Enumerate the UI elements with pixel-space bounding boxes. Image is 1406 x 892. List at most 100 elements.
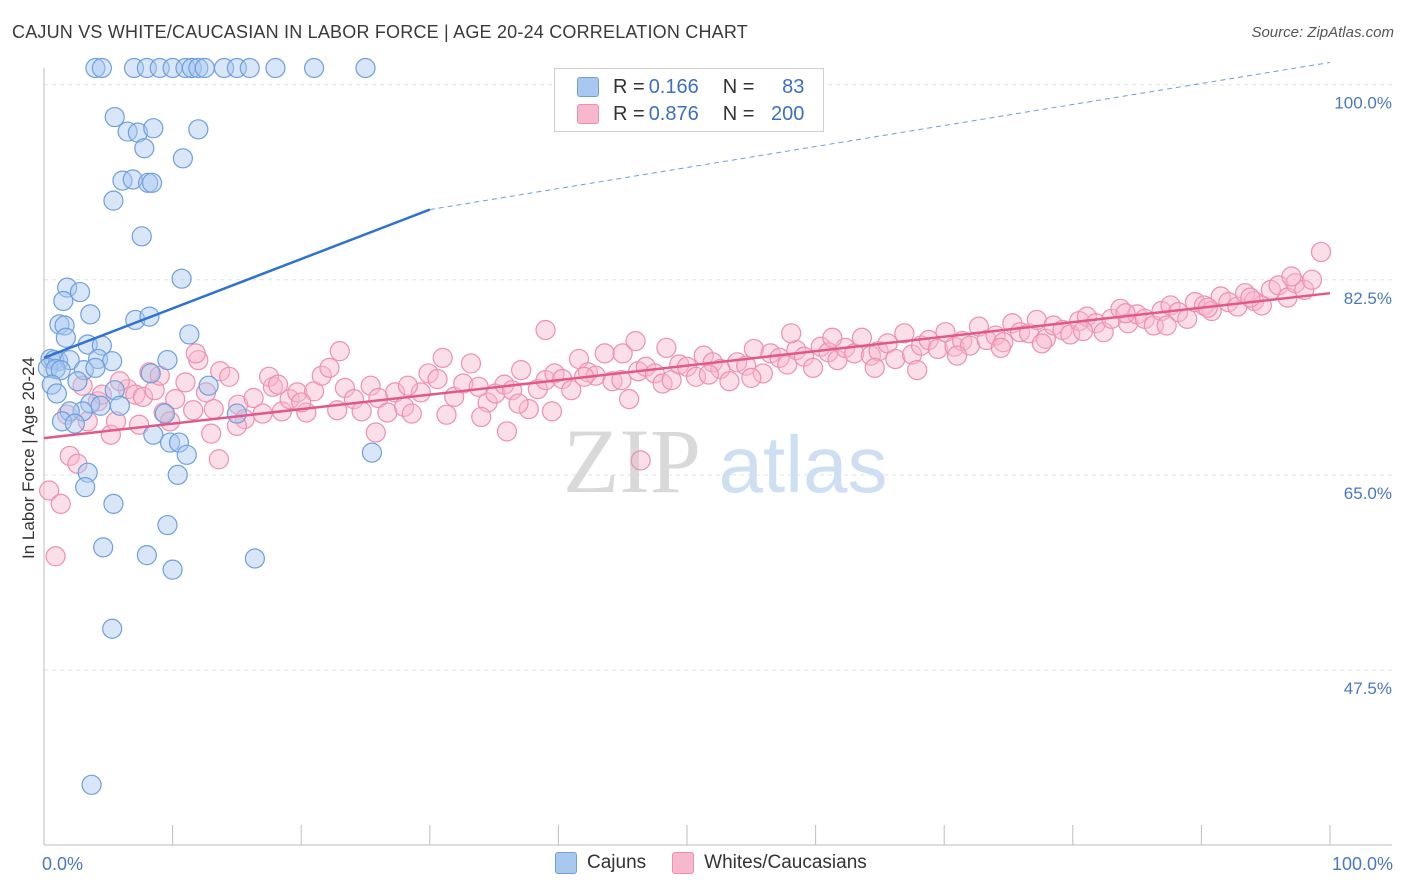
point-cajun [188, 119, 209, 140]
point-cajun [104, 380, 125, 401]
point-cajun [143, 424, 164, 445]
point-cajun [46, 383, 67, 404]
point-cajun [265, 57, 286, 79]
point-cajun [127, 122, 148, 143]
point-white [769, 347, 790, 368]
point-white [511, 360, 532, 381]
point-cajun [75, 477, 96, 498]
point-white [201, 423, 222, 444]
point-white [561, 380, 582, 401]
point-white [990, 337, 1011, 358]
tick-labels: 100.0% 82.5% 65.0% 47.5% 0.0% 100.0% [42, 94, 1393, 874]
point-white [219, 366, 240, 387]
point-cajun [179, 324, 200, 345]
point-white [864, 357, 885, 378]
point-white [165, 388, 186, 410]
point-cajun [50, 360, 71, 381]
point-white [125, 384, 146, 405]
point-white [594, 343, 615, 364]
point-cajun [109, 395, 130, 416]
watermark-zip: ZIP [563, 410, 701, 512]
legend-row-cajun: R = 0.166 N = 83 [577, 74, 804, 100]
point-cajun [355, 57, 376, 79]
point-cajun [226, 403, 247, 424]
source-label: Source: ZipAtlas.com [1251, 24, 1394, 41]
legend-n-value-white: 200 [771, 102, 805, 125]
point-cajun [140, 363, 161, 384]
point-cajun [239, 57, 260, 79]
legend-label-whites: Whites/Caucasians [704, 852, 867, 873]
point-cajun [57, 277, 78, 298]
x-tick-label-max: 100.0% [1332, 854, 1393, 874]
point-cajun [171, 268, 192, 289]
point-cajun [134, 138, 155, 159]
legend-swatch-cajuns [555, 852, 577, 874]
point-white [885, 348, 906, 370]
point-white [377, 402, 398, 423]
point-cajun [141, 172, 163, 193]
trend-line-cajuns-extension [429, 61, 1331, 211]
point-white [781, 323, 802, 344]
point-cajun [59, 401, 80, 422]
point-cajun [131, 226, 152, 247]
point-white [45, 546, 66, 567]
point-white [319, 357, 340, 378]
point-white [208, 449, 229, 470]
point-white [927, 338, 948, 360]
point-white [50, 493, 71, 514]
point-white [397, 375, 419, 396]
point-white [427, 368, 448, 390]
point-cajun [143, 118, 164, 139]
y-tick-label: 65.0% [1344, 484, 1392, 503]
point-cajun [112, 170, 133, 191]
point-white [453, 373, 474, 394]
point-cajun [103, 493, 124, 514]
x-tick-label-min: 0.0% [42, 854, 83, 874]
legend-item-cajuns: Cajuns [555, 852, 646, 874]
point-white [183, 400, 204, 421]
point-cajun [53, 290, 74, 312]
point-cajun [172, 148, 193, 169]
point-cajun [168, 432, 190, 453]
point-cajun [136, 545, 157, 566]
legend-swatch-cajun [577, 77, 599, 97]
point-white [365, 422, 386, 443]
point-white [1301, 269, 1323, 290]
point-cajun [303, 57, 325, 79]
point-cajun [67, 371, 88, 392]
point-white [822, 327, 843, 348]
point-white [175, 372, 196, 393]
point-cajun [198, 375, 219, 396]
legend-n-value-cajun: 83 [782, 75, 805, 98]
trend-line-whites [43, 291, 1331, 440]
point-cajun [104, 106, 125, 128]
legend-item-whites: Whites/Caucasians [672, 852, 867, 874]
point-white [630, 450, 651, 471]
trend-line-cajuns [43, 208, 431, 360]
point-white [1031, 333, 1053, 354]
legend-swatch-whites [672, 852, 695, 874]
point-white [59, 445, 80, 467]
point-white [611, 370, 632, 391]
point-cajun [80, 304, 101, 325]
legend-n-label: N = [722, 75, 755, 98]
legend-r-value-white: 0.876 [648, 102, 699, 125]
point-white [1115, 303, 1136, 324]
point-white [741, 367, 762, 389]
legend-r-value-cajun: 0.166 [648, 75, 699, 98]
point-white [311, 365, 332, 386]
point-cajun [55, 327, 76, 348]
legend-swatch-white [577, 104, 599, 124]
point-white [1240, 287, 1261, 308]
point-white [993, 332, 1014, 353]
point-white [698, 364, 719, 385]
point-white [471, 406, 492, 428]
y-tick-label: 47.5% [1344, 679, 1392, 698]
point-cajun [154, 403, 175, 424]
point-white [360, 375, 381, 396]
point-white [351, 401, 372, 422]
series-legend: Cajuns Whites/Caucasians [555, 852, 893, 874]
series-whites-points [39, 241, 1332, 567]
point-cajun [102, 618, 123, 639]
